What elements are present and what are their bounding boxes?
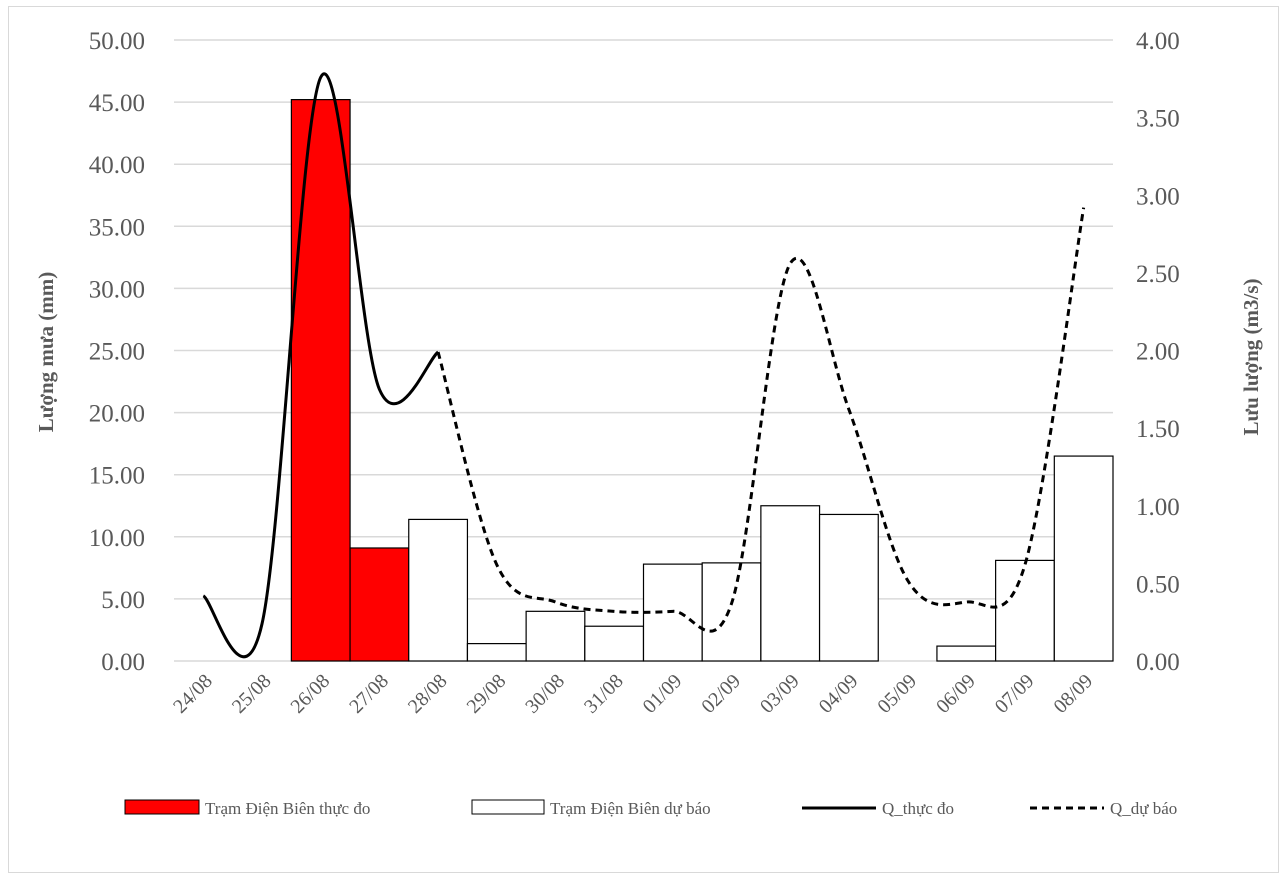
bar — [349, 547, 410, 662]
x-tick-label: 07/09 — [991, 670, 1039, 718]
legend: Trạm Điện Biên thực đo Trạm Điện Biên dự … — [124, 799, 1177, 818]
left-tick-label: 30.00 — [89, 276, 145, 303]
right-tick-label: 2.00 — [1136, 339, 1180, 366]
right-tick-label: 4.00 — [1136, 28, 1180, 55]
x-tick-label: 06/09 — [932, 670, 980, 718]
right-tick-label: 1.00 — [1136, 494, 1180, 521]
x-tick-label: 03/09 — [756, 670, 804, 718]
bar — [290, 99, 351, 662]
right-axis-ticks: 0.00 0.50 1.00 1.50 2.00 2.50 3.00 3.50 4.00 — [1136, 28, 1180, 676]
right-tick-label: 3.00 — [1136, 183, 1180, 210]
bar — [936, 645, 997, 662]
left-tick-label: 40.00 — [89, 152, 145, 179]
left-axis-title: Lượng mưa (mm) — [34, 272, 58, 432]
x-axis-ticks: 24/08 25/08 26/08 27/08 28/08 29/08 30/08 31/08… — [169, 670, 1097, 718]
left-tick-label: 45.00 — [89, 90, 145, 117]
left-tick-label: 25.00 — [89, 339, 145, 366]
x-tick-label: 01/09 — [639, 670, 687, 718]
bar — [525, 610, 586, 662]
bar — [760, 505, 821, 662]
right-tick-label: 0.00 — [1136, 649, 1180, 676]
x-tick-label: 29/08 — [463, 670, 511, 718]
right-tick-label: 1.50 — [1136, 416, 1180, 443]
legend-swatch — [124, 799, 200, 815]
x-tick-label: 02/09 — [697, 670, 745, 718]
left-tick-label: 0.00 — [101, 649, 145, 676]
lines — [202, 72, 1086, 659]
left-tick-label: 50.00 — [89, 28, 145, 55]
x-tick-label: 30/08 — [521, 670, 569, 718]
x-tick-label: 27/08 — [345, 670, 393, 718]
right-axis-title: Lưu lượng (m3/s) — [1239, 278, 1263, 435]
legend-swatch — [471, 799, 545, 815]
legend-label: Trạm Điện Biên thực đo — [205, 799, 370, 818]
chart-frame — [8, 6, 1279, 873]
bar — [818, 513, 879, 662]
x-tick-label: 04/09 — [815, 670, 863, 718]
left-tick-label: 5.00 — [101, 587, 145, 614]
right-tick-label: 3.50 — [1136, 106, 1180, 133]
bar — [1053, 455, 1114, 662]
legend-label: Trạm Điện Biên dự báo — [550, 799, 711, 818]
line-q-forecast — [436, 207, 1086, 633]
bar — [995, 559, 1055, 662]
line-q-observed — [202, 72, 440, 659]
x-tick-label: 28/08 — [404, 670, 452, 718]
x-tick-label: 25/08 — [228, 670, 276, 718]
x-tick-label: 05/09 — [873, 670, 921, 718]
legend-label: Q_dự báo — [1110, 799, 1177, 818]
bar — [466, 643, 527, 662]
left-tick-label: 20.00 — [89, 401, 145, 428]
x-tick-label: 24/08 — [169, 670, 217, 718]
right-tick-label: 0.50 — [1136, 571, 1180, 598]
x-tick-label: 08/09 — [1049, 670, 1097, 718]
bar — [408, 518, 469, 662]
left-tick-label: 15.00 — [89, 463, 145, 490]
left-tick-label: 10.00 — [89, 525, 145, 552]
bar — [701, 562, 762, 662]
left-tick-label: 35.00 — [89, 214, 145, 241]
right-tick-label: 2.50 — [1136, 261, 1180, 288]
x-tick-label: 26/08 — [286, 670, 334, 718]
bar — [584, 625, 645, 662]
x-tick-label: 31/08 — [580, 670, 628, 718]
left-axis-ticks: 0.00 5.00 10.00 15.00 20.00 25.00 30.00 35.00 40… — [89, 28, 145, 676]
bars — [290, 99, 1114, 662]
legend-label: Q_thực đo — [882, 799, 954, 818]
